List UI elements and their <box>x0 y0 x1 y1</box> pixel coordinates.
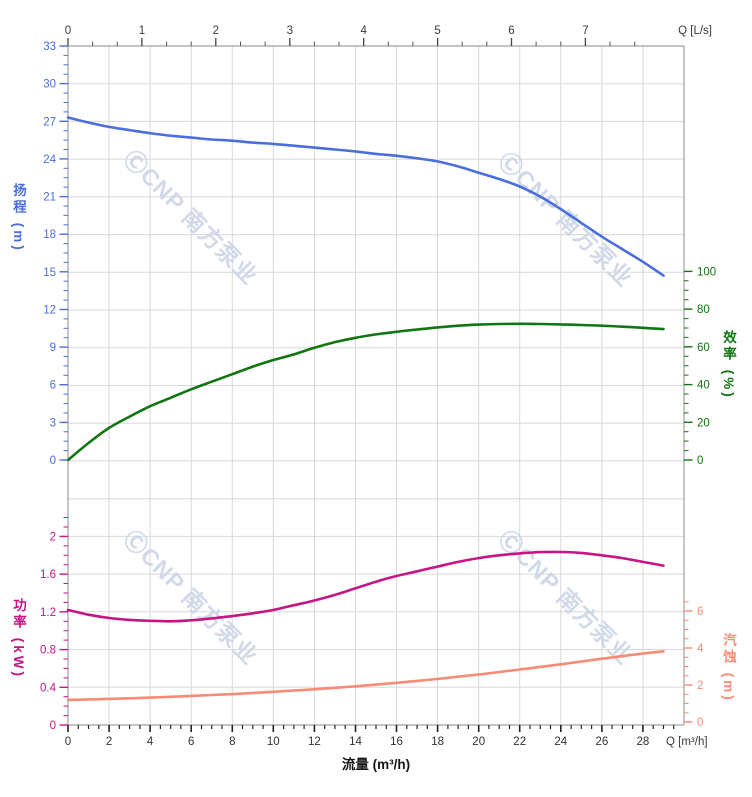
top-axis-tick-label: 4 <box>360 25 367 37</box>
power-axis-tick-label: 2 <box>50 531 56 543</box>
efficiency-axis-tick-label: 40 <box>697 380 710 392</box>
bottom-axis-tick-label: 18 <box>431 736 444 748</box>
head-axis-tick-label: 27 <box>43 116 56 128</box>
top-axis-tick-label: 3 <box>287 25 293 37</box>
bottom-axis-tick-label: 0 <box>65 736 71 748</box>
head-axis-tick-label: 30 <box>43 79 56 91</box>
npsh-axis-tick-label: 2 <box>697 680 703 692</box>
head-axis-tick-label: 3 <box>50 417 56 429</box>
efficiency-axis-tick-label: 20 <box>697 417 710 429</box>
bottom-axis-unit-label: Q [m³/h] <box>666 736 708 748</box>
bottom-axis-tick-label: 4 <box>147 736 154 748</box>
top-axis-unit-label: Q [L/s] <box>678 25 712 37</box>
head-axis-tick-label: 24 <box>43 154 56 166</box>
power-axis-tick-label: 0 <box>50 720 56 732</box>
efficiency-axis-title: 效率 (%) <box>721 330 736 400</box>
bottom-axis-tick-label: 12 <box>308 736 321 748</box>
top-axis-tick-label: 6 <box>508 25 514 37</box>
npsh-curve <box>66 650 665 702</box>
axes-ticks-labels: 0 1 2 3 4 5 6 70 2 4 6 8 10 12 14 16 18 20 22 24 26 280369121… <box>40 25 716 748</box>
bottom-axis-tick-label: 8 <box>229 736 235 748</box>
power-axis-tick-label: 0.4 <box>40 682 57 694</box>
top-axis-tick-label: 1 <box>139 25 145 37</box>
power-curve <box>66 550 665 623</box>
head-axis-tick-label: 6 <box>50 380 56 392</box>
flow-axis-title: 流量 (m³/h) <box>342 756 410 772</box>
bottom-axis-tick-label: 22 <box>513 736 526 748</box>
efficiency-axis-tick-label: 80 <box>697 304 710 316</box>
watermark-text: ⒸCNP 南方泵业 <box>493 147 638 292</box>
bottom-axis-tick-label: 26 <box>596 736 609 748</box>
top-axis-tick-label: 0 <box>65 25 71 37</box>
npsh-axis-tick-label: 0 <box>697 717 703 729</box>
head-axis-tick-label: 15 <box>43 267 56 279</box>
gridlines <box>67 45 685 726</box>
efficiency-axis-tick-label: 100 <box>697 266 716 278</box>
bottom-axis-tick-label: 20 <box>472 736 485 748</box>
bottom-axis-tick-label: 10 <box>267 736 280 748</box>
efficiency-curve <box>66 322 665 462</box>
efficiency-axis-tick-label: 60 <box>697 342 710 354</box>
bottom-axis-tick-label: 28 <box>637 736 650 748</box>
head-axis-tick-label: 18 <box>43 229 56 241</box>
head-axis-tick-label: 12 <box>43 305 56 317</box>
head-axis-tick-label: 33 <box>43 41 56 53</box>
head-axis-tick-label: 0 <box>50 455 56 467</box>
head-curve <box>66 116 665 277</box>
power-axis-tick-label: 0.8 <box>40 645 56 657</box>
bottom-axis-tick-label: 16 <box>390 736 403 748</box>
head-axis-tick-label: 9 <box>50 342 56 354</box>
npsh-axis-tick-label: 4 <box>697 643 704 655</box>
top-axis-tick-label: 5 <box>434 25 440 37</box>
curves <box>66 116 665 702</box>
bottom-axis-tick-label: 2 <box>106 736 112 748</box>
efficiency-axis-tick-label: 0 <box>697 455 703 467</box>
npsh-axis-tick-label: 6 <box>697 606 703 618</box>
bottom-axis-tick-label: 24 <box>554 736 567 748</box>
bottom-axis-tick-label: 14 <box>349 736 362 748</box>
bottom-axis-tick-label: 6 <box>188 736 194 748</box>
head-axis-tick-label: 21 <box>43 192 56 204</box>
top-axis-tick-label: 2 <box>213 25 219 37</box>
power-axis-title: 功率 (kW) <box>11 598 26 679</box>
top-axis-tick-label: 7 <box>582 25 588 37</box>
power-axis-tick-label: 1.2 <box>40 607 56 619</box>
head-axis-title: 扬程 (m) <box>11 183 26 253</box>
watermark-text: ⒸCNP 南方泵业 <box>493 525 638 670</box>
power-axis-tick-label: 1.6 <box>40 569 56 581</box>
npsh-axis-title: 汽蚀 (m) <box>721 633 736 703</box>
